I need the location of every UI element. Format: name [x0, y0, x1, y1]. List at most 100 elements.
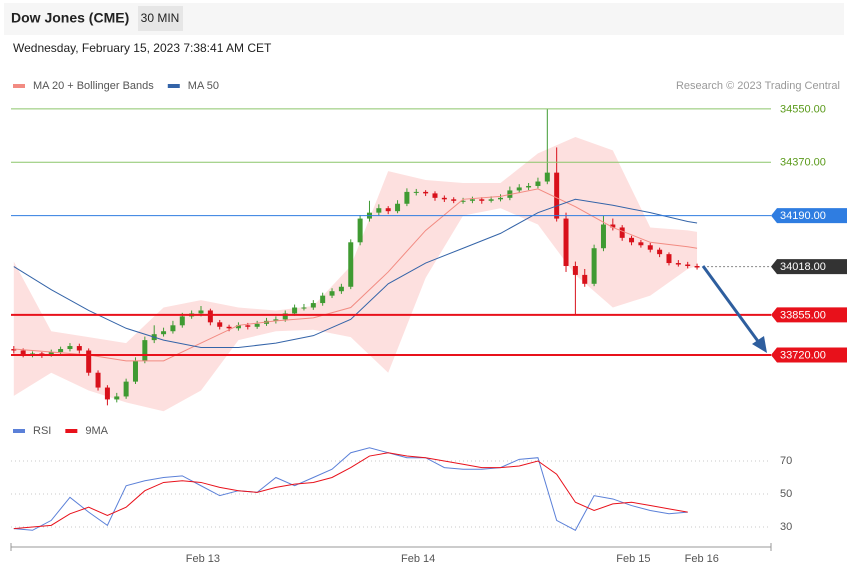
candle-body — [432, 193, 438, 198]
y-tick-label: 70 — [780, 455, 792, 467]
candle-body — [161, 331, 167, 335]
price-level-label: 34190.00 — [780, 210, 826, 222]
legend-swatch — [13, 429, 25, 433]
moving-average — [13, 188, 698, 362]
legend-label: MA 20 + Bollinger Bands — [33, 80, 154, 92]
candle-body — [423, 191, 429, 194]
candle-body — [95, 372, 101, 388]
candle-body — [460, 200, 466, 202]
candle-body — [310, 303, 316, 308]
price-panel: MA 20 + Bollinger Bands MA 50 34550.00 3437… — [11, 80, 847, 412]
instrument-title: Dow Jones (CME) — [11, 10, 129, 26]
candle-body — [245, 325, 251, 327]
price-level-label: 34550.00 — [780, 103, 826, 115]
candle-body — [404, 191, 410, 204]
candle-body — [86, 350, 92, 373]
candle-body — [694, 266, 700, 268]
candle-body — [610, 224, 616, 228]
candle-body — [451, 199, 457, 201]
price-level-tag — [771, 208, 847, 224]
candle-body — [48, 351, 54, 355]
x-tick-label: Feb 13 — [186, 553, 220, 565]
candle-body — [301, 307, 307, 309]
candle-body — [282, 313, 288, 320]
candle-body — [348, 242, 354, 287]
x-tick-label: Feb 15 — [616, 553, 650, 565]
header-bar — [4, 3, 844, 35]
price-level-label: 34370.00 — [780, 157, 826, 169]
candle-body — [385, 208, 391, 212]
candle-body — [338, 286, 344, 292]
legend-swatch — [13, 84, 25, 88]
candle-body — [572, 266, 578, 275]
rsi-panel: RSI 9MA 30 50 70 Feb 13 Feb 14 Feb 15 Feb 16 — [10, 425, 792, 565]
candle-body — [357, 218, 363, 243]
candle-body — [123, 381, 129, 397]
projection-arrow — [701, 265, 762, 345]
indicator-line — [13, 447, 688, 531]
candle-body — [516, 187, 522, 191]
interval-label[interactable]: 30 MIN — [141, 11, 180, 25]
legend-label: RSI — [33, 425, 51, 437]
candle-body — [666, 254, 672, 264]
timestamp: Wednesday, February 15, 2023 7:38:41 AM … — [13, 41, 272, 55]
candle-body — [619, 227, 625, 238]
candle-body — [479, 199, 485, 201]
candle-body — [395, 203, 401, 212]
candle-body — [488, 199, 494, 201]
candle-body — [179, 316, 185, 326]
y-tick-label: 50 — [780, 488, 792, 500]
candle-body — [254, 323, 260, 327]
legend-swatch — [65, 429, 78, 433]
candle-body — [320, 295, 326, 304]
candle-body — [675, 263, 681, 265]
candle-body — [657, 249, 663, 255]
projection-arrowhead — [752, 336, 767, 353]
candle-body — [629, 237, 635, 243]
candle-body — [58, 349, 64, 352]
candle-body — [292, 307, 298, 314]
moving-average — [13, 198, 698, 349]
candle-body — [76, 346, 82, 351]
price-level-label: 33720.00 — [780, 349, 826, 361]
candle-body — [685, 264, 691, 267]
candle-body — [67, 346, 73, 350]
candle-body — [273, 319, 279, 321]
candle-body — [647, 245, 653, 250]
candle-body — [20, 350, 26, 355]
candle-body — [11, 349, 17, 351]
candle-body — [226, 326, 232, 329]
price-level-tag — [771, 347, 847, 363]
candle-body — [170, 325, 176, 332]
candle-body — [600, 224, 606, 249]
x-tick-label: Feb 14 — [401, 553, 435, 565]
interval-button[interactable] — [138, 6, 183, 31]
price-level-label: 33855.00 — [780, 309, 826, 321]
candle-body — [498, 197, 504, 200]
x-tick-label: Feb 16 — [685, 553, 719, 565]
legend-swatch — [167, 84, 180, 88]
y-tick-label: 30 — [780, 521, 792, 533]
candle-body — [207, 310, 213, 323]
candle-body — [413, 191, 419, 193]
candle-body — [563, 218, 569, 267]
candle-body — [376, 208, 382, 213]
candle-body — [526, 185, 532, 188]
indicator-line — [13, 452, 688, 530]
candle-body — [114, 396, 120, 400]
candle-body — [142, 340, 148, 361]
candle-body — [554, 172, 560, 219]
credit: Research © 2023 Trading Central — [676, 80, 840, 92]
price-level-tag — [771, 307, 847, 323]
candle-body — [329, 291, 335, 296]
legend-label: MA 50 — [188, 80, 219, 92]
candle-body — [198, 310, 204, 314]
candle-body — [104, 387, 110, 400]
price-level-label: 34018.00 — [780, 261, 826, 273]
candle-body — [132, 360, 138, 382]
candle-body — [544, 172, 550, 182]
candle-body — [535, 181, 541, 186]
candle-body — [469, 199, 475, 201]
